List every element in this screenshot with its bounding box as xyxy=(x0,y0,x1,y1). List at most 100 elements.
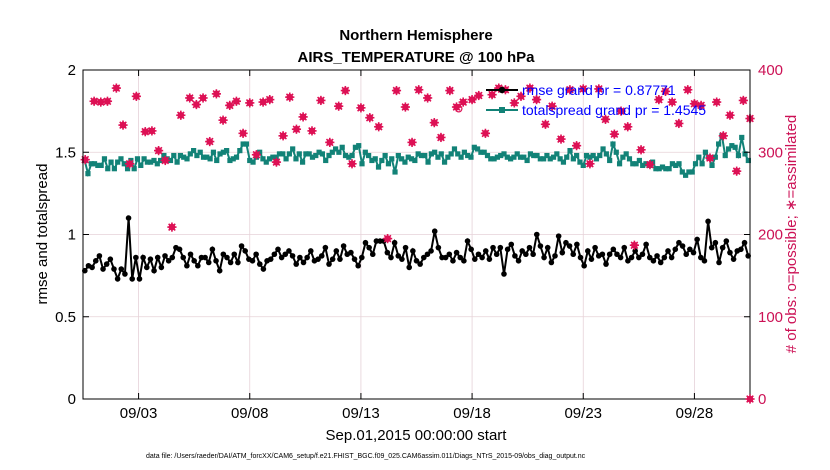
rmse-series-point xyxy=(475,251,482,258)
x-tick-label: 09/13 xyxy=(342,405,380,422)
rmse-series-point xyxy=(195,262,201,269)
y2-tick-label: 200 xyxy=(758,227,783,244)
obs-assimilated-point xyxy=(102,96,113,106)
obs-assimilated-point xyxy=(525,83,535,93)
rmse-series-point xyxy=(366,244,372,251)
rmse-series-point xyxy=(413,258,420,264)
obs-assimilated-point xyxy=(674,118,684,129)
totalspread-series-point xyxy=(673,162,679,169)
legend: rmse grand pr = 0.87771 totalspread grand… xyxy=(486,82,706,118)
obs-assimilated-point xyxy=(654,95,664,105)
totalspread-series-point xyxy=(138,162,144,169)
rmse-series-point xyxy=(151,267,157,274)
rmse-series-point xyxy=(417,261,423,267)
rmse-series-point xyxy=(727,249,733,256)
totalspread-series-point xyxy=(653,166,659,172)
totalspread-series-point xyxy=(643,161,649,167)
rmse-series-point xyxy=(501,271,507,277)
legend-totalspread-label: totalspread grand pr = 1.4545 xyxy=(522,102,706,118)
totalspread-series-point xyxy=(399,156,405,162)
obs-assimilated-point xyxy=(205,136,215,147)
obs-assimilated-point xyxy=(131,91,141,101)
y2-tick-label: 0 xyxy=(758,391,766,408)
totalspread-series-point xyxy=(494,154,500,160)
totalspread-series-point xyxy=(517,154,524,160)
totalspread-series-point xyxy=(636,157,642,164)
totalspread-series-point xyxy=(148,159,154,165)
y-tick-label: 0.5 xyxy=(55,309,76,326)
rmse-series-point xyxy=(672,246,679,253)
rmse-series-point xyxy=(355,262,361,269)
rmse-series-point xyxy=(96,253,103,259)
obs-assimilated-point xyxy=(291,124,302,134)
totalspread-series-point xyxy=(247,157,253,164)
axes: 0 0.5 1 1.5 2 0 100 200 300 400 09/03 09/08 09/13 09/… xyxy=(55,62,783,422)
obs-assimilated-point xyxy=(185,93,195,103)
obs-assimilated-point xyxy=(445,85,455,96)
rmse-series-point xyxy=(122,271,128,277)
obs-assimilated-point xyxy=(423,93,433,103)
rmse-series-point xyxy=(300,259,307,266)
obs-assimilated-point xyxy=(238,128,248,138)
obs-assimilated-point xyxy=(738,95,748,106)
rmse-series-point xyxy=(453,249,460,256)
rmse-series-point xyxy=(723,238,730,244)
obs-assimilated-point xyxy=(356,103,366,113)
totalspread-series-point xyxy=(570,156,576,162)
totalspread-series-point xyxy=(157,157,164,164)
y-axis-label: rmse and totalspread xyxy=(34,164,51,305)
rmse-series-point xyxy=(359,254,365,261)
totalspread-series-point xyxy=(379,157,385,164)
totalspread-series-point xyxy=(389,156,395,162)
rmse-series-point xyxy=(730,256,737,262)
totalspread-series-point xyxy=(171,152,177,159)
totalspread-series-point xyxy=(683,172,689,178)
rmse-series-point xyxy=(548,259,555,266)
rmse-series-point xyxy=(643,241,649,248)
obs-assimilated-point xyxy=(111,83,121,93)
rmse-series-point xyxy=(202,254,208,261)
totalspread-series-point xyxy=(329,149,335,155)
rmse-series-point xyxy=(337,256,343,262)
totalspread-series-point xyxy=(177,152,184,159)
obs-assimilated-point xyxy=(725,110,735,120)
totalspread-series-point xyxy=(474,146,481,152)
rmse-series-point xyxy=(472,256,478,262)
totalspread-series-point xyxy=(286,151,292,157)
rmse-series-point xyxy=(176,246,183,253)
totalspread-series-point xyxy=(395,152,401,159)
rmse-series-point xyxy=(541,254,547,261)
rmse-series-point xyxy=(340,243,347,249)
obs-possible-series xyxy=(454,104,463,113)
totalspread-series-point xyxy=(375,164,382,170)
rmse-series-point xyxy=(530,251,536,258)
obs-assimilated-point xyxy=(167,222,177,232)
totalspread-series-point xyxy=(316,149,322,155)
totalspread-series-point xyxy=(508,156,514,162)
totalspread-series-point xyxy=(118,156,124,162)
obs-assimilated-point xyxy=(400,102,410,112)
totalspread-series-point xyxy=(666,166,672,172)
rmse-series-point xyxy=(362,239,369,246)
rmse-series-point xyxy=(402,244,409,251)
obs-assimilated-point xyxy=(231,96,242,106)
rmse-series-point xyxy=(111,266,117,272)
totalspread-series-point xyxy=(296,151,302,157)
rmse-series-point xyxy=(690,249,697,256)
totalspread-series-point xyxy=(593,156,600,162)
rmse-series-point xyxy=(646,254,653,261)
totalspread-series-point xyxy=(237,148,243,154)
rmse-series-point xyxy=(271,251,278,258)
rmse-series-point xyxy=(143,264,150,271)
totalspread-series-point xyxy=(597,152,603,159)
totalspread-series-point xyxy=(491,156,497,162)
rmse-series-point xyxy=(636,254,642,261)
totalspread-series-point xyxy=(564,154,570,160)
totalspread-series-point xyxy=(105,166,111,172)
rmse-series-point xyxy=(585,248,591,254)
obs-assimilated-series xyxy=(80,83,755,250)
obs-assimilated-point xyxy=(594,84,604,94)
obs-assimilated-point xyxy=(516,91,526,101)
obs-assimilated-point xyxy=(565,85,575,95)
